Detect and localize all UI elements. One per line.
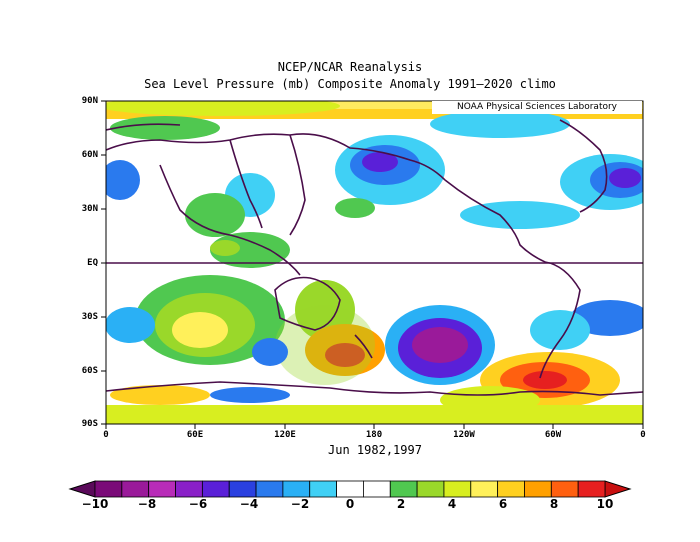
colorbar-label: 4: [447, 497, 457, 511]
colorbar-cell: [309, 480, 337, 498]
colorbar-cell: [497, 480, 525, 498]
lat-tick-30n: 30N: [81, 204, 98, 214]
lon-tick-60e: 60E: [186, 430, 204, 440]
colorbar-low-arrow: [68, 480, 96, 498]
colorbar-label: −4: [239, 497, 259, 511]
coastlines: [106, 119, 643, 396]
lat-tick-30s: 30S: [81, 312, 98, 322]
colorbar-cell: [524, 480, 552, 498]
lat-tick-60n: 60N: [81, 150, 98, 160]
lon-tick-0-right: 0: [640, 430, 646, 440]
lon-tick-120e: 120E: [274, 430, 296, 440]
colorbar-label: 2: [396, 497, 406, 511]
colorbar-label: −10: [81, 497, 109, 511]
colorbar-cell: [148, 480, 176, 498]
colorbar-cell: [282, 480, 311, 498]
colorbar-cell: [121, 480, 150, 498]
lat-tick-eq: EQ: [87, 258, 98, 268]
lat-tick-90n: 90N: [81, 96, 98, 106]
colorbar-cell: [228, 480, 257, 498]
period-label: Jun 1982,1997: [328, 443, 422, 457]
colorbar-cell: [550, 480, 579, 498]
lon-tick-0-left: 0: [103, 430, 109, 440]
map-subtitle: Sea Level Pressure (mb) Composite Anomal…: [144, 77, 556, 91]
lat-tick-60s: 60S: [81, 366, 98, 376]
colorbar-label: 10: [596, 497, 614, 511]
colorbar-cell: [443, 480, 472, 498]
lon-tick-180: 180: [365, 430, 383, 440]
lon-tick-60w: 60W: [544, 430, 562, 440]
colorbar-label: 0: [345, 497, 355, 511]
colorbar-cell: [470, 480, 499, 498]
colorbar-label: −8: [137, 497, 157, 511]
colorbar-label: −2: [290, 497, 310, 511]
colorbar-label: −6: [188, 497, 208, 511]
colorbar-cell: [363, 480, 391, 498]
colorbar-cell: [416, 480, 445, 498]
colorbar-cell: [94, 480, 123, 498]
colorbar-cell: [255, 480, 284, 498]
colorbar-cell: [175, 480, 203, 498]
lon-tick-120w: 120W: [453, 430, 475, 440]
colorbar-cell: [577, 480, 606, 498]
colorbar: [68, 480, 632, 498]
anomaly-field: [106, 101, 643, 424]
credit-label: NOAA Physical Sciences Laboratory: [432, 101, 642, 114]
map-title: NCEP/NCAR Reanalysis: [277, 60, 423, 74]
colorbar-cell: [201, 480, 230, 498]
lat-tick-90s: 90S: [81, 419, 98, 429]
axis-ticks: [101, 100, 644, 429]
colorbar-label: 8: [549, 497, 559, 511]
colorbar-high-arrow: [604, 480, 632, 498]
colorbar-label: 6: [498, 497, 508, 511]
colorbar-cell: [389, 480, 418, 498]
colorbar-cell: [336, 480, 364, 498]
